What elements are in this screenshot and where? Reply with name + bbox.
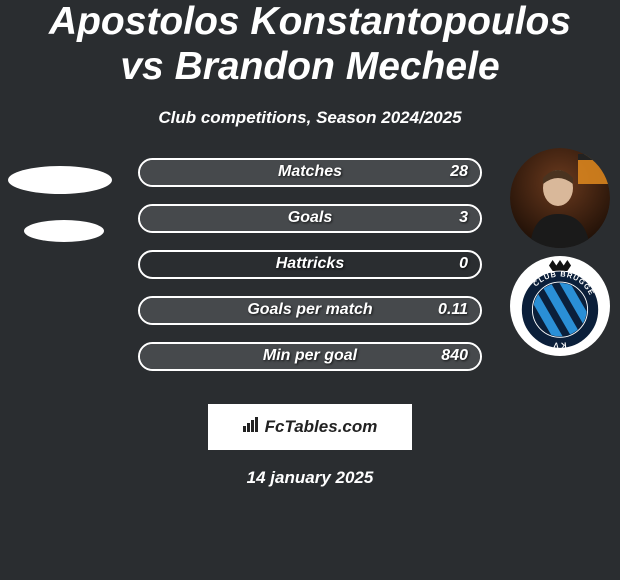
stat-bar-value-right: 3 (459, 206, 468, 231)
player2-side: CLUB BRUGGE K V (510, 148, 610, 356)
stat-bar: Min per goal840 (138, 342, 482, 371)
bar-chart-icon (243, 416, 261, 437)
stat-bar-label: Hattricks (140, 252, 480, 277)
stat-bar-value-right: 28 (450, 160, 468, 185)
player2-club-logo: CLUB BRUGGE K V (510, 256, 610, 356)
player1-placeholder (8, 166, 112, 242)
stat-bars: Matches28 Goals3 Hattricks0 Goals per match… (138, 158, 482, 388)
stat-bar-label: Matches (140, 160, 480, 185)
page-title: Apostolos Konstantopoulos vs Brandon Mec… (0, 0, 620, 90)
svg-text:K V: K V (553, 340, 567, 350)
stat-bar-value-right: 840 (441, 344, 468, 369)
placeholder-ellipse-2 (24, 220, 104, 242)
stat-bar: Goals3 (138, 204, 482, 233)
site-logo: FcTables.com (208, 404, 412, 450)
stat-bar-label: Min per goal (140, 344, 480, 369)
snapshot-date: 14 january 2025 (0, 468, 620, 488)
stat-bar-value-right: 0 (459, 252, 468, 277)
stat-bar-label: Goals (140, 206, 480, 231)
player2-photo (510, 148, 610, 248)
stat-bar-value-right: 0.11 (438, 298, 468, 323)
stat-bar: Hattricks0 (138, 250, 482, 279)
placeholder-ellipse-1 (8, 166, 112, 194)
stat-bar-label: Goals per match (140, 298, 480, 323)
subtitle: Club competitions, Season 2024/2025 (0, 108, 620, 128)
stat-bar: Goals per match0.11 (138, 296, 482, 325)
site-logo-text: FcTables.com (265, 417, 378, 437)
compare-area: Matches28 Goals3 Hattricks0 Goals per match… (0, 158, 620, 388)
stat-bar: Matches28 (138, 158, 482, 187)
